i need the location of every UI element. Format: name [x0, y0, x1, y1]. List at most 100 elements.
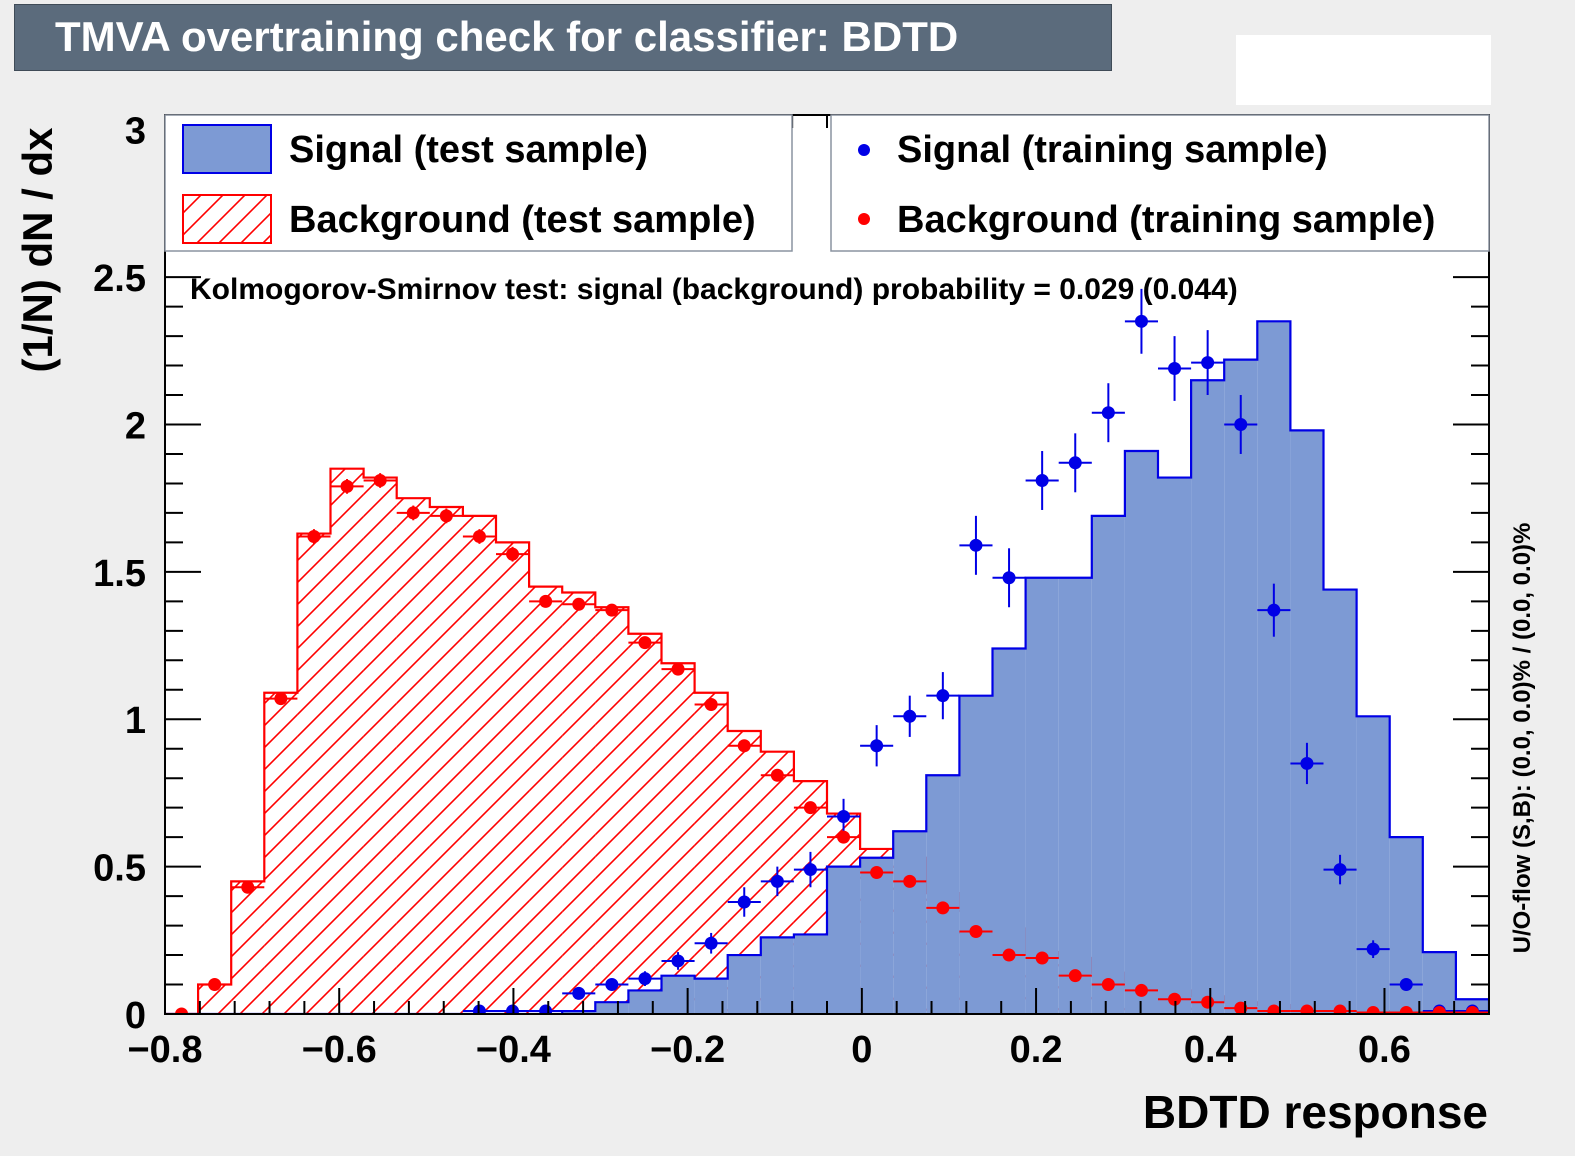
signal-test-bar: [827, 866, 861, 1014]
background-train-point: [1300, 1004, 1314, 1014]
background-train-point: [638, 636, 652, 650]
background-train-point: [770, 768, 784, 782]
legend-box-train: [830, 114, 1490, 252]
background-test-bar: [330, 468, 364, 1014]
signal-test-bar: [959, 695, 993, 1014]
signal-train-point: [1168, 361, 1182, 375]
background-train-point: [1002, 948, 1016, 962]
background-test-bar: [297, 533, 331, 1014]
signal-train-point: [903, 709, 917, 723]
background-train-point: [406, 506, 420, 520]
background-test-bar: [595, 607, 629, 1014]
x-tick-label: −0.6: [302, 1029, 377, 1071]
y-tick-label: 1.5: [93, 553, 146, 595]
background-test-bar: [231, 881, 265, 1014]
signal-test-bar: [1058, 577, 1092, 1014]
signal-train-point: [638, 972, 652, 986]
background-train-point: [969, 924, 983, 938]
y-axis-label: (1/N) dN / dx: [14, 127, 61, 373]
background-train-point: [539, 594, 553, 608]
background-train-point: [1134, 983, 1148, 997]
background-train-point: [1432, 1006, 1446, 1014]
background-train-point: [506, 547, 520, 561]
signal-train-point: [671, 954, 685, 968]
signal-train-point: [936, 689, 950, 703]
background-test-bar: [562, 592, 596, 1014]
background-train-point: [803, 801, 817, 815]
legend-label-signal-train: Signal (training sample): [897, 129, 1328, 171]
background-train-point: [1333, 1004, 1347, 1014]
chart-title: TMVA overtraining check for classifier: …: [14, 4, 1112, 71]
signal-train-point: [1101, 406, 1115, 420]
signal-train-point: [837, 810, 851, 824]
y-tick-label: 2: [125, 405, 146, 447]
background-test-bar: [694, 692, 728, 1014]
background-train-point: [340, 479, 354, 493]
signal-test-bar: [760, 937, 794, 1014]
background-train-point: [936, 901, 950, 915]
signal-test-bar: [1257, 321, 1291, 1014]
background-test-bar: [363, 477, 397, 1014]
x-tick-label: 0: [851, 1029, 872, 1071]
background-test-bar: [396, 498, 430, 1014]
x-tick-label: −0.8: [127, 1029, 202, 1071]
signal-train-point: [704, 936, 718, 950]
signal-train-point: [870, 739, 884, 753]
background-test-bar: [462, 515, 496, 1014]
legend-label-signal-test: Signal (test sample): [289, 129, 648, 171]
signal-test-bar: [1091, 515, 1125, 1014]
signal-train-point: [737, 895, 751, 909]
signal-train-point: [969, 538, 983, 552]
legend-marker-signal-train: [858, 144, 870, 156]
signal-test-bar: [793, 934, 827, 1014]
x-tick-label: −0.2: [650, 1029, 725, 1071]
signal-train-point: [1068, 456, 1082, 470]
background-train-point: [373, 473, 387, 487]
signal-test-bar: [1422, 952, 1456, 1014]
signal-test-bar: [1158, 477, 1192, 1014]
x-tick-label: 0.4: [1184, 1029, 1237, 1071]
background-train-point: [837, 830, 851, 844]
signal-test-bar: [1290, 430, 1324, 1014]
background-train-point: [737, 739, 751, 753]
legend-swatch-signal-test: [182, 124, 272, 174]
signal-train-point: [1333, 863, 1347, 877]
background-train-point: [1201, 995, 1215, 1009]
background-test-bar: [264, 692, 298, 1014]
background-train-point: [1465, 1006, 1479, 1014]
x-tick-label: 0.2: [1010, 1029, 1063, 1071]
legend-swatch-background-test: [182, 194, 272, 244]
signal-train-point: [1134, 314, 1148, 328]
overflow-label: U/O-flow (S,B): (0.0, 0.0)% / (0.0, 0.0)…: [1509, 523, 1536, 954]
y-tick-label: 0.5: [93, 848, 146, 890]
y-tick-label: 1: [125, 700, 146, 742]
signal-test-bar: [926, 775, 960, 1014]
background-train-point: [1234, 1001, 1248, 1014]
ks-test-annotation: Kolmogorov-Smirnov test: signal (backgro…: [190, 273, 1238, 306]
signal-train-point: [1002, 571, 1016, 585]
signal-train-point: [605, 978, 619, 992]
background-train-point: [439, 509, 453, 523]
legend-label-background-train: Background (training sample): [897, 199, 1435, 241]
signal-train-point: [803, 863, 817, 877]
background-train-point: [572, 597, 586, 611]
background-train-point: [472, 529, 486, 543]
signal-train-point: [1366, 942, 1380, 956]
legend-label-background-test: Background (test sample): [289, 199, 756, 241]
y-tick-label: 0: [125, 995, 146, 1037]
background-test-bar: [496, 542, 530, 1014]
signal-train-point: [1234, 417, 1248, 431]
x-axis-label: BDTD response: [1143, 1086, 1488, 1138]
background-train-point: [1035, 951, 1049, 965]
background-train-point: [1068, 969, 1082, 983]
background-train-point: [1168, 992, 1182, 1006]
background-test-bar: [529, 586, 563, 1014]
signal-test-bar: [1025, 577, 1059, 1014]
signal-test-bar: [860, 857, 894, 1014]
x-tick-label: −0.4: [476, 1029, 551, 1071]
signal-train-point: [1035, 473, 1049, 487]
y-tick-label: 2.5: [93, 258, 146, 300]
background-train-point: [903, 874, 917, 888]
background-train-point: [1366, 1006, 1380, 1014]
